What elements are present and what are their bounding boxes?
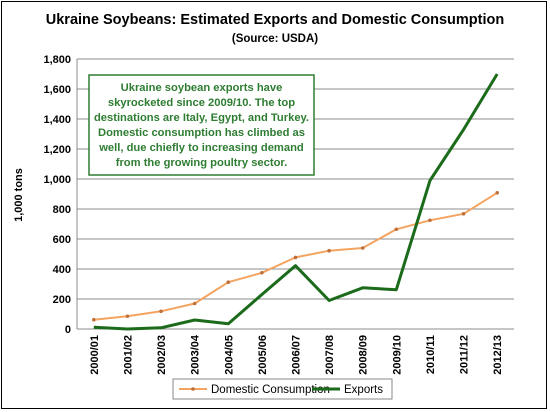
legend-marker-domestic — [191, 387, 195, 391]
y-tick-label: 1,600 — [43, 84, 71, 96]
annotation-line-3: destinations are Italy, Egypt, and Turke… — [94, 112, 309, 124]
chart-subtitle: (Source: USDA) — [232, 33, 318, 45]
x-tick-label: 2009/10 — [391, 335, 403, 375]
data-point-domestic-consumption — [159, 309, 163, 314]
y-tick-label: 400 — [53, 264, 71, 276]
y-tick-label: 1,000 — [43, 174, 71, 186]
annotation-box: Ukraine soybean exports have skyrocketed… — [88, 74, 315, 176]
series-lines — [92, 73, 499, 331]
x-tick-label: 2012/13 — [492, 335, 504, 375]
data-point-domestic-consumption — [92, 317, 96, 322]
annotation-line-4: Domestic consumption has climbed as — [98, 127, 305, 139]
x-tick-label: 2007/08 — [324, 335, 336, 375]
data-point-domestic-consumption — [260, 270, 264, 275]
legend: Domestic Consumption Exports — [172, 378, 393, 400]
x-tick-label: 2001/02 — [122, 335, 134, 375]
y-tick-label: 600 — [53, 234, 71, 246]
y-tick-label: 0 — [65, 324, 71, 336]
annotation-line-2: skyrocketed since 2009/10. The top — [108, 97, 295, 109]
y-tick-label: 1,800 — [43, 54, 71, 66]
data-point-domestic-consumption — [293, 255, 298, 260]
y-axis-label: 1,000 tons — [13, 168, 25, 222]
series-line-exports — [93, 73, 499, 331]
y-tick-label: 1,200 — [43, 144, 71, 156]
y-tick-label: 200 — [53, 294, 71, 306]
data-point-domestic-consumption — [192, 301, 197, 306]
y-tick-label: 800 — [53, 204, 71, 216]
x-tick-label: 2005/06 — [257, 335, 269, 375]
data-point-domestic-consumption — [495, 191, 499, 195]
data-point-domestic-consumption — [428, 218, 432, 223]
data-point-domestic-consumption — [461, 212, 466, 216]
x-tick-label: 2003/04 — [190, 334, 202, 375]
annotation-border — [88, 74, 315, 176]
annotation-line-1: Ukraine soybean exports have — [121, 82, 283, 94]
chart-title: Ukraine Soybeans: Estimated Exports and … — [46, 12, 504, 28]
x-tick-label: 2011/12 — [459, 335, 471, 374]
data-point-domestic-consumption — [394, 227, 399, 232]
x-tick-label: 2010/11 — [425, 335, 437, 374]
y-tick-label: 1,400 — [43, 114, 71, 126]
y-tick-labels: 0 200 400 600 800 1,000 1,200 1,400 1,600 1,800 — [43, 54, 71, 336]
data-point-domestic-consumption — [327, 248, 331, 253]
annotation-line-6: from the growing poultry sector. — [116, 157, 288, 169]
annotation-line-5: well, due chiefly to increasing demand — [98, 142, 304, 154]
x-tick-label: 2006/07 — [291, 335, 303, 375]
x-tick-label: 2002/03 — [156, 335, 168, 375]
data-point-domestic-consumption — [226, 280, 231, 285]
x-tick-label: 2008/09 — [358, 335, 370, 375]
legend-label-domestic: Domestic Consumption — [211, 384, 330, 396]
x-tick-label: 2000/01 — [89, 335, 101, 375]
x-tick-label: 2004/05 — [223, 335, 235, 375]
data-point-domestic-consumption — [125, 314, 130, 319]
data-point-domestic-consumption — [360, 246, 365, 250]
legend-label-exports: Exports — [344, 384, 383, 396]
x-tick-labels: 2000/01 2001/02 2002/03 2003/04 2004/05 2005/… — [89, 334, 504, 375]
legend-border — [172, 378, 393, 400]
